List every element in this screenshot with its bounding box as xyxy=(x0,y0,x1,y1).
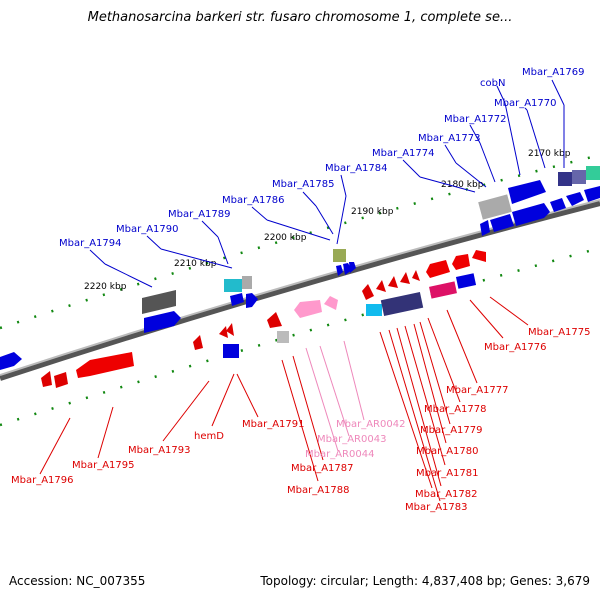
gene-label-cobn[interactable]: cobN xyxy=(480,78,505,89)
gene-label-mbar-a1788[interactable]: Mbar_A1788 xyxy=(287,485,350,496)
scale-label: 2180 kbp xyxy=(441,180,484,190)
gene-block[interactable] xyxy=(277,331,289,343)
gene-arrow[interactable] xyxy=(336,265,343,276)
gene-arrow[interactable] xyxy=(452,254,470,270)
gene-label-mbar-a1791[interactable]: Mbar_A1791 xyxy=(242,419,305,430)
gene-block[interactable] xyxy=(223,344,239,358)
gene-label-mbar-a1783[interactable]: Mbar_A1783 xyxy=(405,502,468,513)
gene-block[interactable] xyxy=(572,170,586,184)
gene-label-hemd[interactable]: hemD xyxy=(194,431,224,442)
gene-label-mbar-a1772[interactable]: Mbar_A1772 xyxy=(444,114,507,125)
gene-label-mbar-a1782[interactable]: Mbar_A1782 xyxy=(415,489,478,500)
gene-arrow[interactable] xyxy=(267,312,282,328)
gene-arrow[interactable] xyxy=(362,284,374,300)
scale-track-inner xyxy=(0,246,600,427)
gene-block[interactable] xyxy=(333,249,346,262)
gene-block[interactable] xyxy=(366,304,382,316)
gene-arrow[interactable] xyxy=(426,260,450,278)
gene-arrow[interactable] xyxy=(400,272,410,284)
scale-label: 2210 kbp xyxy=(174,259,217,269)
gene-label-mbar-a1794[interactable]: Mbar_A1794 xyxy=(59,238,122,249)
genome-summary: Topology: circular; Length: 4,837,408 bp… xyxy=(260,574,590,588)
gene-arrow[interactable] xyxy=(76,352,134,378)
gene-label-mbar-a1778[interactable]: Mbar_A1778 xyxy=(424,404,487,415)
gene-block[interactable] xyxy=(380,292,424,316)
gene-label-mbar-a1790[interactable]: Mbar_A1790 xyxy=(116,224,179,235)
gene-label-mbar-a1774[interactable]: Mbar_A1774 xyxy=(372,148,435,159)
gene-arrow[interactable] xyxy=(324,296,338,310)
gene-arrow[interactable] xyxy=(412,270,420,281)
forward-label-leaders xyxy=(89,79,565,288)
gene-arrow[interactable] xyxy=(584,186,600,202)
gene-label-mbar-a1779[interactable]: Mbar_A1779 xyxy=(420,425,483,436)
gene-arrow[interactable] xyxy=(0,352,22,370)
gene-arrow[interactable] xyxy=(343,263,352,275)
gene-arrow[interactable] xyxy=(142,290,176,314)
gene-label-mbar-a1775[interactable]: Mbar_A1775 xyxy=(528,327,591,338)
gene-block[interactable] xyxy=(455,273,477,289)
gene-label-mbar-a1786[interactable]: Mbar_A1786 xyxy=(222,195,285,206)
gene-block[interactable] xyxy=(242,276,252,289)
gene-block[interactable] xyxy=(429,281,457,299)
gene-arrow[interactable] xyxy=(41,371,52,387)
gene-block[interactable] xyxy=(586,166,600,180)
gene-arrow[interactable] xyxy=(219,326,228,338)
gene-arrow[interactable] xyxy=(566,192,584,206)
gene-block[interactable] xyxy=(224,279,242,292)
gene-label-mbar-a1773[interactable]: Mbar_A1773 xyxy=(418,133,481,144)
scale-label: 2190 kbp xyxy=(351,207,394,217)
forward-gene-blocks xyxy=(0,166,600,370)
gene-arrow[interactable] xyxy=(226,323,234,336)
gene-arrow[interactable] xyxy=(480,220,490,236)
gene-label-mbar-a1784[interactable]: Mbar_A1784 xyxy=(325,163,388,174)
gene-arrow[interactable] xyxy=(230,293,244,306)
rna-label-mbar-ar0044[interactable]: Mbar_AR0044 xyxy=(305,449,374,460)
gene-label-mbar-a1770[interactable]: Mbar_A1770 xyxy=(494,98,557,109)
scale-label: 2200 kbp xyxy=(264,233,307,243)
gene-label-mbar-a1789[interactable]: Mbar_A1789 xyxy=(168,209,231,220)
scale-label: 2220 kbp xyxy=(84,282,127,292)
gene-label-mbar-a1781[interactable]: Mbar_A1781 xyxy=(416,468,479,479)
gene-label-mbar-a1795[interactable]: Mbar_A1795 xyxy=(72,460,135,471)
gene-label-mbar-a1793[interactable]: Mbar_A1793 xyxy=(128,445,191,456)
gene-label-mbar-a1785[interactable]: Mbar_A1785 xyxy=(272,179,335,190)
rna-label-leaders xyxy=(305,340,365,452)
gene-label-mbar-a1777[interactable]: Mbar_A1777 xyxy=(446,385,509,396)
accession-label: Accession: NC_007355 xyxy=(9,574,146,588)
gene-arrow[interactable] xyxy=(54,372,68,388)
gene-label-mbar-a1787[interactable]: Mbar_A1787 xyxy=(291,463,354,474)
gene-arrow[interactable] xyxy=(490,214,514,232)
reverse-label-leaders xyxy=(39,296,529,502)
gene-arrow[interactable] xyxy=(193,335,203,350)
gene-arrow[interactable] xyxy=(388,276,398,288)
rna-label-mbar-ar0042[interactable]: Mbar_AR0042 xyxy=(336,419,405,430)
gene-arrow[interactable] xyxy=(349,262,356,273)
rna-label-mbar-ar0043[interactable]: Mbar_AR0043 xyxy=(317,434,386,445)
gene-label-mbar-a1769[interactable]: Mbar_A1769 xyxy=(522,67,585,78)
gene-block[interactable] xyxy=(478,194,512,220)
map-title: Methanosarcina barkeri str. fusaro chrom… xyxy=(87,10,513,25)
gene-block[interactable] xyxy=(558,172,572,186)
gene-arrow[interactable] xyxy=(508,180,546,204)
gene-label-mbar-a1796[interactable]: Mbar_A1796 xyxy=(11,475,74,486)
gene-label-mbar-a1780[interactable]: Mbar_A1780 xyxy=(416,446,479,457)
gene-arrow[interactable] xyxy=(550,198,566,212)
gene-arrow[interactable] xyxy=(376,280,386,292)
scale-label: 2170 kbp xyxy=(528,149,571,159)
gene-label-mbar-a1776[interactable]: Mbar_A1776 xyxy=(484,342,547,353)
gene-arrow[interactable] xyxy=(472,250,486,262)
gene-arrow[interactable] xyxy=(144,311,181,333)
reverse-gene-blocks xyxy=(41,250,486,388)
gene-arrow[interactable] xyxy=(294,300,322,318)
gene-arrow[interactable] xyxy=(246,293,258,308)
gene-arrow[interactable] xyxy=(512,203,550,226)
